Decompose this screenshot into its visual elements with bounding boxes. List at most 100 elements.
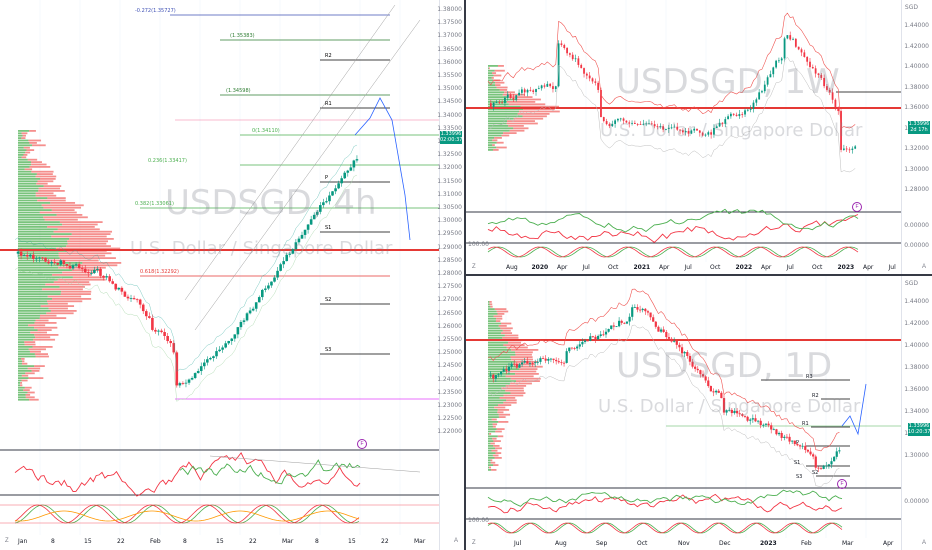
time-tick: Oct	[637, 540, 648, 547]
pane-divider-horizontal[interactable]	[466, 274, 932, 276]
volume-profile-bar-up	[488, 146, 497, 149]
price-tick: 1.29000	[437, 243, 462, 251]
volume-profile-bar-down	[34, 322, 57, 324]
volume-profile-bar-up	[18, 370, 32, 372]
price-candle	[670, 338, 673, 342]
zoom-icon[interactable]: Z	[472, 540, 476, 546]
time-tick: Apr	[883, 540, 894, 547]
time-tick: 2023	[760, 540, 777, 547]
price-candle	[322, 202, 325, 206]
price-candle	[135, 299, 139, 301]
price-candle	[678, 344, 681, 348]
price-candle	[297, 238, 301, 243]
volume-profile-bar-up	[18, 199, 38, 202]
price-candle	[611, 123, 614, 127]
price-axis-4h[interactable]	[439, 0, 464, 550]
price-candle	[65, 264, 69, 266]
volume-profile-bar-down	[490, 305, 493, 308]
volume-profile-bar-up	[18, 173, 37, 175]
pivot-label: R2	[812, 393, 819, 399]
price-candle	[704, 134, 707, 136]
price-candle	[819, 468, 823, 470]
chart-pane-1d[interactable]: USDSGD, 1D U.S. Dollar / Singapore Dolla…	[466, 276, 932, 550]
volume-profile-bar-up	[488, 303, 490, 306]
volume-profile-bar-down	[29, 130, 36, 132]
price-candle	[532, 90, 535, 92]
zoom-icon[interactable]: Z	[5, 538, 9, 544]
volume-profile-bar-up	[488, 129, 510, 132]
price-axis-1w[interactable]	[901, 0, 932, 274]
time-tick: Feb	[801, 540, 812, 547]
price-candle	[622, 118, 625, 121]
price-candle	[735, 114, 738, 117]
auto-scale-icon[interactable]: A	[922, 264, 927, 270]
volume-profile-bar-up	[488, 361, 516, 363]
pane-divider-vertical[interactable]	[464, 0, 466, 550]
volume-profile-bar-up	[18, 314, 40, 317]
time-tick: 2023	[837, 264, 855, 271]
price-candle	[154, 329, 157, 332]
flag-event-icon[interactable]: F	[837, 479, 847, 489]
price-candle	[783, 38, 786, 59]
volume-profile-bar-up	[18, 331, 31, 334]
volume-profile-bar-down	[510, 356, 533, 358]
volume-profile-bar-down	[498, 421, 509, 423]
price-candle	[823, 77, 826, 87]
volume-profile-bar-up	[18, 226, 48, 228]
volume-profile-bar-up	[18, 163, 32, 166]
price-candle	[248, 310, 252, 314]
band-lower	[487, 324, 840, 488]
price-candle	[684, 130, 687, 133]
volume-profile-bar-up	[488, 308, 495, 310]
price-candle	[751, 418, 754, 420]
volume-profile-bar-up	[18, 204, 42, 207]
price-tick: 1.25000	[437, 349, 462, 357]
volume-profile-bar-down	[495, 81, 505, 84]
volume-profile-bar-down	[58, 254, 106, 257]
price-candle	[631, 122, 633, 124]
chart-pane-4h[interactable]: USDSGD, 4h U.S. Dollar / Singapore Dolla…	[0, 0, 464, 550]
price-tick: 1.33500	[437, 124, 462, 132]
auto-scale-icon[interactable]: A	[454, 538, 459, 544]
volume-profile-bar-down	[510, 392, 526, 394]
volume-profile-bar-down	[493, 464, 499, 466]
volume-profile-bar-up	[18, 161, 32, 163]
volume-profile-bar-up	[488, 409, 498, 411]
zoom-icon[interactable]: Z	[472, 264, 476, 270]
volume-profile-bar-up	[18, 235, 52, 238]
price-candle	[817, 467, 820, 469]
flag-event-icon[interactable]: F	[852, 202, 862, 212]
chart-canvas-4h[interactable]	[0, 0, 464, 550]
price-candle	[710, 132, 713, 135]
price-candle	[74, 264, 78, 266]
price-candle	[699, 370, 702, 375]
price-candle	[633, 122, 636, 124]
price-candle	[838, 450, 841, 452]
volume-profile-bar-up	[18, 302, 48, 305]
price-candle	[600, 89, 602, 118]
price-candle	[642, 123, 645, 125]
price-candle	[842, 148, 845, 150]
price-axis-1d[interactable]	[901, 276, 932, 550]
volume-profile-bar-down	[26, 149, 35, 151]
volume-profile-bar-up	[18, 214, 57, 216]
chart-canvas-1d[interactable]	[466, 276, 932, 550]
price-candle	[730, 113, 732, 117]
price-candle	[772, 429, 775, 431]
price-candle	[798, 445, 802, 447]
oscillator-red	[14, 452, 361, 497]
price-candle	[804, 445, 807, 450]
price-candle	[193, 373, 197, 378]
chart-pane-1w[interactable]: USDSGD, 1W U.S. Dollar / Singapore Dolla…	[466, 0, 932, 274]
volume-profile-bar-up	[18, 288, 43, 291]
flag-event-icon[interactable]: F	[357, 439, 367, 449]
volume-profile-bar-up	[18, 384, 21, 387]
auto-scale-icon[interactable]: A	[922, 540, 927, 546]
chart-canvas-1w[interactable]	[466, 0, 932, 274]
level-label: 0.618(1.32292)	[140, 269, 179, 275]
volume-profile-bar-down	[518, 365, 543, 368]
price-candle	[794, 38, 797, 47]
price-candle	[825, 465, 828, 467]
price-candle	[583, 68, 585, 74]
volume-profile-bar-down	[57, 278, 106, 281]
